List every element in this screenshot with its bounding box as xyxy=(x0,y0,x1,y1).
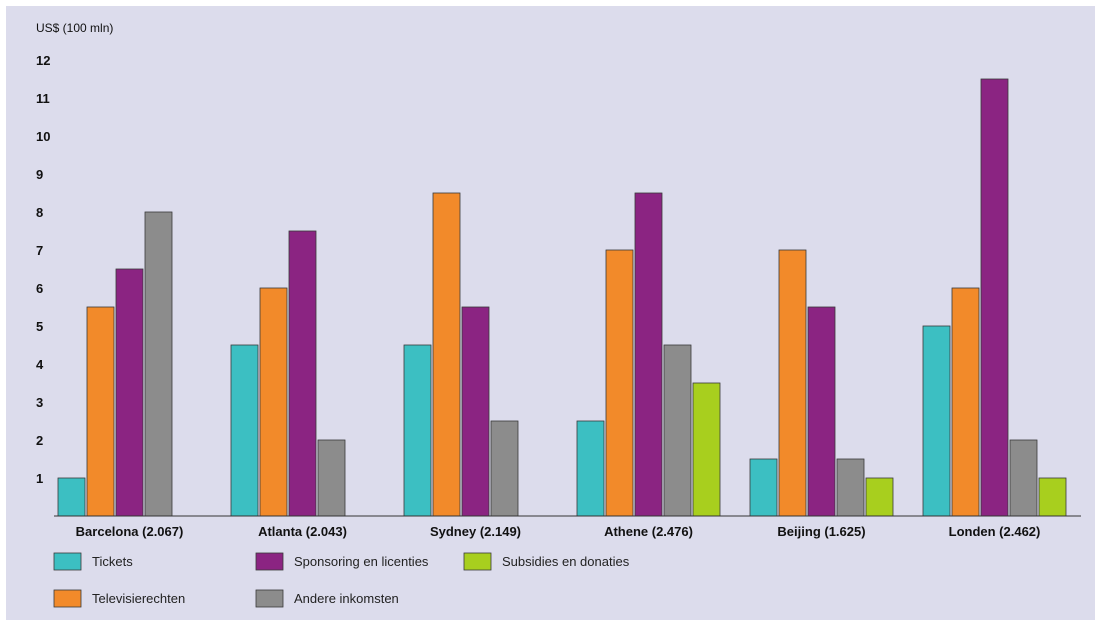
bar-5-3 xyxy=(1009,439,1038,517)
bar-3-1 xyxy=(605,249,634,517)
x-axis-labels: Barcelona (2.067) Atlanta (2.043) Sydney (… xyxy=(76,524,1041,539)
bar-4-1 xyxy=(778,249,807,517)
category-label: Atlanta (2.043) xyxy=(258,524,347,539)
bar-3-2 xyxy=(634,192,663,517)
bar-1-1 xyxy=(259,287,288,517)
y-tick-label: 3 xyxy=(36,395,43,410)
category-label: Barcelona (2.067) xyxy=(76,524,184,539)
y-tick-label: 1 xyxy=(36,471,43,486)
bar-5-1 xyxy=(951,287,980,517)
category-label: Athene (2.476) xyxy=(604,524,693,539)
bar-1-2 xyxy=(288,230,317,517)
bar-3-3 xyxy=(663,344,692,517)
chart-panel: US$ (100 mln) 1 2 3 4 5 6 7 8 9 10 11 12 Barcelona … xyxy=(6,6,1095,620)
legend-swatch xyxy=(53,589,82,608)
category-label: Sydney (2.149) xyxy=(430,524,521,539)
y-tick-label: 10 xyxy=(36,129,50,144)
legend: Tickets Sponsoring en licenties Subsidies … xyxy=(53,552,630,608)
bar-5-2 xyxy=(980,78,1009,517)
bar-2-2 xyxy=(461,306,490,517)
bar-4-3 xyxy=(836,458,865,517)
y-tick-label: 12 xyxy=(36,53,50,68)
legend-swatch xyxy=(53,552,82,571)
y-tick-label: 4 xyxy=(36,357,44,372)
y-tick-label: 2 xyxy=(36,433,43,448)
y-tick-label: 8 xyxy=(36,205,43,220)
category-label: Londen (2.462) xyxy=(949,524,1041,539)
bar-1-0 xyxy=(230,344,259,517)
bar-5-0 xyxy=(922,325,951,517)
bar-2-0 xyxy=(403,344,432,517)
bar-3-0 xyxy=(576,420,605,517)
y-tick-label: 6 xyxy=(36,281,43,296)
legend-swatch xyxy=(463,552,492,571)
bar-4-0 xyxy=(749,458,778,517)
bar-2-3 xyxy=(490,420,519,517)
y-tick-label: 9 xyxy=(36,167,43,182)
bar-3-4 xyxy=(692,382,721,517)
bar-4-2 xyxy=(807,306,836,517)
legend-label: Televisierechten xyxy=(92,591,185,606)
bar-0-2 xyxy=(115,268,144,517)
y-tick-label: 5 xyxy=(36,319,43,334)
bar-0-3 xyxy=(144,211,173,517)
y-tick-label: 7 xyxy=(36,243,43,258)
legend-swatch xyxy=(255,552,284,571)
bar-5-4 xyxy=(1038,477,1067,517)
bar-4-4 xyxy=(865,477,894,517)
bar-0-1 xyxy=(86,306,115,517)
y-tick-label: 11 xyxy=(36,91,50,106)
legend-swatch xyxy=(255,589,284,608)
legend-label: Subsidies en donaties xyxy=(502,554,630,569)
legend-label: Andere inkomsten xyxy=(294,591,399,606)
bar-1-3 xyxy=(317,439,346,517)
bars xyxy=(57,78,1067,517)
y-axis-label: US$ (100 mln) xyxy=(36,21,113,35)
bar-2-1 xyxy=(432,192,461,517)
legend-label: Sponsoring en licenties xyxy=(294,554,429,569)
category-label: Beijing (1.625) xyxy=(777,524,865,539)
legend-label: Tickets xyxy=(92,554,133,569)
bar-0-0 xyxy=(57,477,86,517)
